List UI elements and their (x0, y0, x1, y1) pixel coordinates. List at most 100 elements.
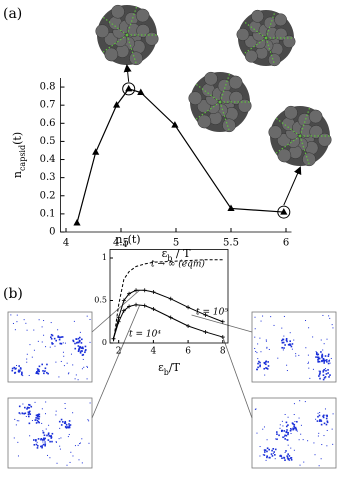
snapshot-dot (26, 407, 28, 409)
snapshot-dot (322, 416, 325, 419)
snapshot-dot (67, 426, 70, 429)
snapshot-dot (53, 337, 56, 340)
marker (227, 204, 235, 211)
snapshot-dot (332, 413, 334, 415)
snapshot-dot (42, 370, 44, 372)
snapshot-dot (319, 370, 321, 373)
snapshot-dot (265, 340, 267, 342)
snapshot-dot (37, 340, 39, 342)
snapshot-dot (282, 349, 284, 351)
marker (186, 324, 191, 328)
snapshot-dot (272, 452, 274, 454)
snapshot-dot (42, 441, 44, 443)
snapshot-dot (77, 337, 80, 340)
snapshot-dot (317, 356, 319, 358)
label-part: b (164, 368, 169, 377)
snapshot-dot (264, 374, 266, 376)
x-tick-label: 5 (173, 238, 179, 249)
snapshot-dot (17, 441, 19, 443)
snapshot-dot (34, 419, 37, 421)
snapshot-dot (284, 344, 286, 346)
snapshot-dot (289, 343, 291, 345)
snapshot-dot (314, 454, 316, 456)
snapshot-dot (38, 370, 41, 373)
snapshot-dot (17, 370, 20, 373)
snapshot-dot (85, 349, 87, 351)
snapshot-dot (322, 357, 325, 360)
snapshot-dot (35, 414, 38, 417)
snapshot-dot (266, 456, 268, 459)
snapshot-dot (28, 411, 30, 414)
snapshot-dot (77, 345, 80, 347)
capsid-bead (268, 53, 281, 67)
marker (116, 319, 121, 324)
snapshot-dot (13, 366, 16, 369)
snapshot-dot (283, 347, 285, 349)
marker (203, 312, 208, 317)
snapshot-dot (293, 427, 296, 429)
snapshot-dot (46, 371, 48, 374)
snapshot-dot (19, 370, 21, 372)
y-tick-label: 0.5 (40, 136, 56, 147)
capsid-seam (275, 117, 301, 137)
snapshot-dot (89, 318, 91, 320)
snapshot-dot (304, 401, 306, 403)
snapshot-dot (22, 403, 24, 405)
snapshot-dot (290, 457, 293, 459)
snapshot-dot (323, 422, 326, 425)
snapshot-dot (34, 401, 36, 403)
snapshot-dot (38, 415, 41, 418)
snapshot-dot (284, 434, 286, 437)
snapshot (191, 311, 337, 383)
snapshot-dot (318, 360, 321, 363)
snapshot-dot (36, 447, 39, 449)
capsid-bead (309, 125, 324, 139)
capsid-bead (317, 132, 332, 147)
snapshot-dot (256, 432, 258, 434)
marker (121, 298, 126, 303)
snapshot-dot (318, 357, 321, 360)
snapshot-dot (40, 438, 43, 440)
snapshot-dot (322, 378, 325, 381)
capsid-seam (299, 107, 311, 137)
snapshot-dot (283, 456, 285, 459)
snapshot-dot (47, 432, 50, 435)
snapshot-dot (47, 439, 50, 441)
snapshot-dot (16, 365, 18, 367)
snapshot-dot (42, 438, 45, 441)
snapshot-dot (291, 429, 293, 431)
snapshot-dot (31, 356, 33, 358)
snapshot-dot (268, 348, 270, 350)
snapshot-dot (295, 353, 297, 355)
snapshot-dot (18, 412, 21, 414)
snapshot-dot (20, 368, 22, 370)
snapshot-dot (36, 441, 38, 443)
x-axis-label: εb/T (158, 361, 181, 377)
snapshot-dot (287, 433, 289, 436)
snapshot-dot (305, 320, 307, 322)
snapshot-dot (329, 374, 331, 376)
y-tick-label: 0 (102, 338, 107, 347)
snapshot-dot (326, 445, 328, 447)
snapshot-dot (326, 361, 328, 363)
snapshot-dot (72, 455, 74, 457)
snapshot-dot (24, 406, 26, 409)
y-tick-label: 1 (102, 253, 107, 262)
snapshot-dot (77, 341, 80, 344)
snapshot-dot (38, 365, 41, 368)
snapshot-dot (33, 329, 35, 331)
snapshot-dot (26, 353, 28, 355)
snapshot-dot (323, 343, 325, 345)
snapshot-dot (68, 425, 71, 427)
snapshot-dot (59, 342, 62, 345)
snapshot-dot (321, 360, 323, 363)
marker (121, 308, 126, 313)
snapshot-dot (26, 361, 28, 363)
snapshot-dot (327, 372, 329, 374)
arrow (283, 166, 302, 206)
snapshot-dot (78, 347, 81, 350)
snapshot-dot (325, 369, 327, 372)
snapshot-dot (75, 374, 77, 376)
snapshot-dot (324, 408, 326, 410)
snapshot-dot (274, 458, 276, 460)
